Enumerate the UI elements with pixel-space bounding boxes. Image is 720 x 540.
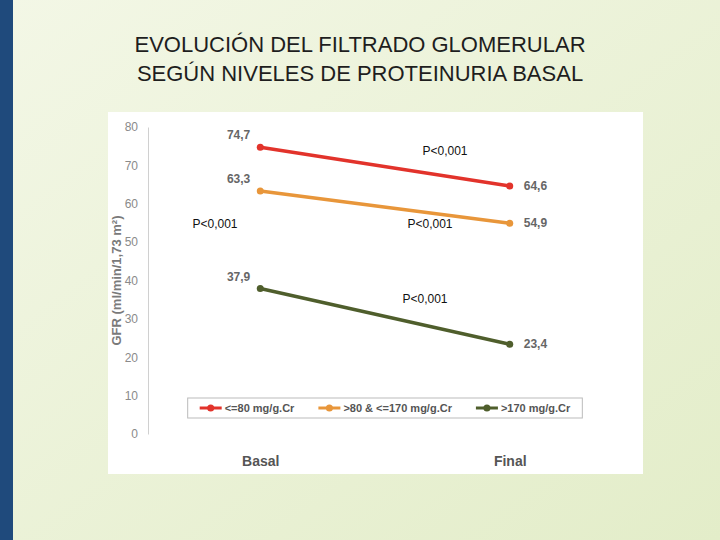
legend-box (188, 398, 583, 418)
legend-item: <=80 mg/g.Cr (200, 402, 295, 414)
series-line (260, 191, 509, 223)
point (506, 341, 513, 348)
y-tick: 30 (125, 312, 148, 326)
y-tick-label: 60 (125, 197, 139, 211)
legend-label: <=80 mg/g.Cr (225, 402, 295, 414)
y-tick: 20 (125, 351, 148, 365)
data-label: 37,9 (227, 270, 251, 284)
data-label: 23,4 (524, 337, 548, 351)
legend: <=80 mg/g.Cr >80 & <=170 mg/g.Cr >170 mg/g… (188, 398, 583, 418)
y-axis-title: GFR (ml/min/1,73 m²) (109, 215, 124, 345)
background (0, 0, 720, 540)
x-axis-line (149, 434, 623, 435)
data-label: 64,6 (524, 179, 548, 193)
y-tick: 10 (125, 389, 148, 403)
legend-marker (207, 405, 214, 412)
title: EVOLUCIÓN DEL FILTRADO GLOMERULARSEGÚN N… (134, 32, 585, 86)
legend-marker (483, 405, 490, 412)
annotation: P<0,001 (407, 217, 452, 231)
y-tick: 50 (125, 235, 148, 249)
point (506, 220, 513, 227)
data-label: 54,9 (524, 216, 548, 230)
y-axis-line (148, 128, 149, 435)
point (257, 144, 264, 151)
data-label: 63,3 (227, 172, 251, 186)
chart: EVOLUCIÓN DEL FILTRADO GLOMERULARSEGÚN N… (0, 0, 720, 540)
legend-label: >170 mg/g.Cr (501, 402, 571, 414)
series-line (260, 147, 509, 186)
annotation: P<0,001 (422, 144, 467, 158)
y-tick-label: 20 (125, 351, 139, 365)
x-tick: Basal (242, 434, 279, 469)
y-tick: 0 (131, 427, 148, 441)
y-tick-label: 80 (125, 120, 139, 134)
x-tick-label: Final (494, 453, 527, 469)
side-stripe (0, 0, 13, 540)
y-axis: 0 10 20 30 40 50 60 70 80 (125, 120, 149, 441)
annotation: P<0,001 (192, 217, 237, 231)
data-label: 74,7 (227, 128, 251, 142)
plot-marks (257, 144, 513, 348)
point (506, 183, 513, 190)
legend-item: >170 mg/g.Cr (476, 402, 571, 414)
legend-item: >80 & <=170 mg/g.Cr (318, 402, 452, 414)
chart-panel (108, 112, 643, 474)
point (257, 285, 264, 292)
y-tick: 70 (125, 159, 148, 173)
y-tick-label: 30 (125, 312, 139, 326)
data-labels: 74,7 64,6 63,3 54,9 37,9 23,4 (227, 128, 548, 351)
x-tick: Final (494, 434, 527, 469)
legend-label: >80 & <=170 mg/g.Cr (343, 402, 452, 414)
y-tick: 60 (125, 197, 148, 211)
annotation: P<0,001 (402, 292, 447, 306)
y-tick-label: 70 (125, 159, 139, 173)
series-line (260, 289, 509, 345)
legend-marker (326, 405, 333, 412)
x-axis: Basal Final (149, 434, 623, 469)
point (257, 188, 264, 195)
y-tick-label: 40 (125, 274, 139, 288)
y-tick-label: 0 (131, 427, 138, 441)
y-tick: 40 (125, 274, 148, 288)
y-tick: 80 (125, 120, 148, 134)
y-tick-label: 50 (125, 235, 139, 249)
x-tick-label: Basal (242, 453, 279, 469)
y-tick-label: 10 (125, 389, 139, 403)
